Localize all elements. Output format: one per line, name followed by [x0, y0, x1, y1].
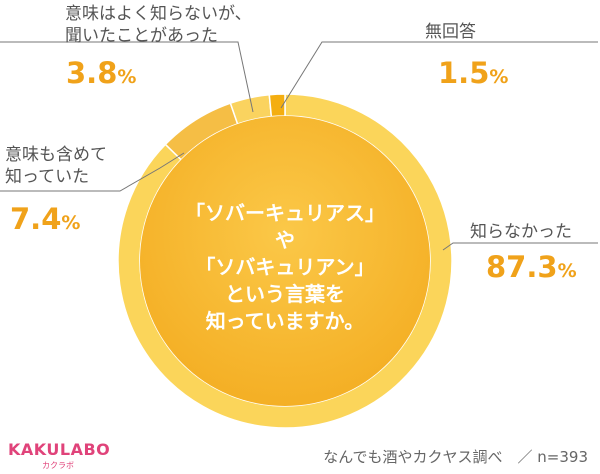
leader-line-mukaitou — [280, 41, 598, 109]
donut-center — [140, 116, 430, 406]
slice-value-shiranakatta: 87.3% — [486, 250, 577, 284]
slice-label-imi-fukumete: 意味も含めて 知っていた — [5, 145, 107, 187]
slice-value-mukaitou: 1.5% — [438, 56, 509, 90]
source-note: なんでも酒やカクヤス調べ ／ n=393 — [323, 448, 588, 466]
kakulabo-logo: KAKULABO — [8, 440, 111, 459]
title-line-3: 「ソバキュリアン」 — [195, 255, 375, 279]
leader-line-kiita-koto — [0, 41, 254, 113]
title-line-5: 知っていますか。 — [205, 309, 365, 333]
title-line-2: や — [275, 228, 295, 252]
slice-label-mukaitou: 無回答 — [425, 22, 476, 42]
slice-label-kiita-koto: 意味はよく知らないが、 聞いたことがあった — [65, 4, 252, 46]
slice-label-shiranakatta: 知らなかった — [470, 222, 572, 242]
title-line-1: 「ソバーキュリアス」 — [185, 201, 385, 225]
chart-title: 「ソバーキュリアス」 や 「ソバキュリアン」 という言葉を 知っていますか。 — [165, 200, 405, 335]
leader-line-imi-fukumete — [0, 152, 185, 192]
slice-value-kiita-koto: 3.8% — [66, 56, 137, 90]
leader-line-shiranakatta — [442, 242, 598, 251]
slice-value-imi-fukumete: 7.4% — [10, 202, 81, 236]
title-line-4: という言葉を — [225, 282, 345, 306]
kakulabo-logo-sub: カクラボ — [42, 461, 74, 470]
